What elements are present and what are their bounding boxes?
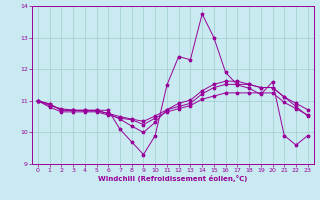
X-axis label: Windchill (Refroidissement éolien,°C): Windchill (Refroidissement éolien,°C) bbox=[98, 175, 247, 182]
